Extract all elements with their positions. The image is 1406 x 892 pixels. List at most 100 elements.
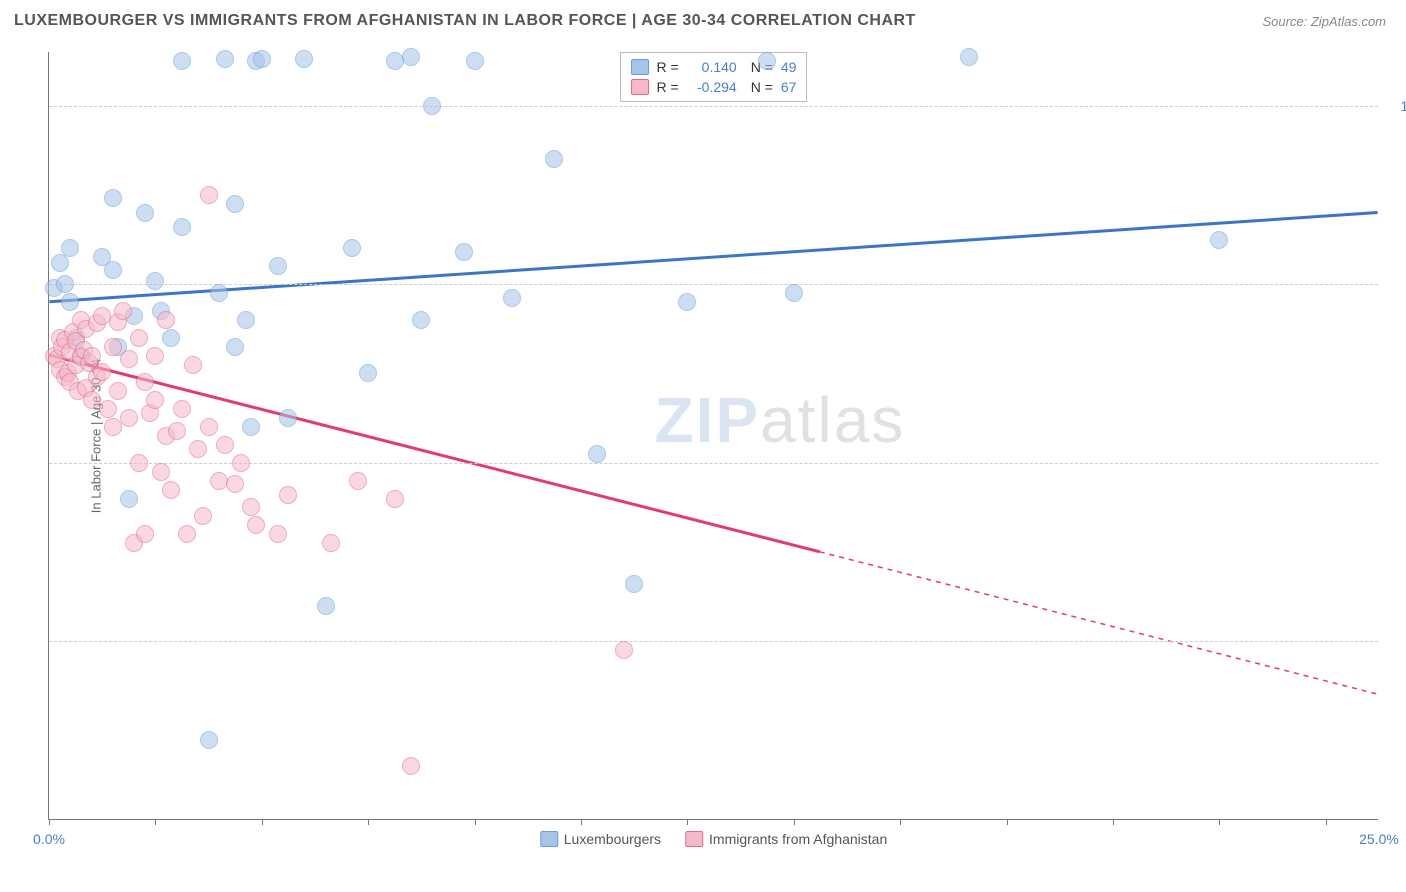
x-tick-mark <box>475 819 476 825</box>
data-point <box>136 525 154 543</box>
data-point <box>146 391 164 409</box>
data-point <box>173 400 191 418</box>
data-point <box>295 50 313 68</box>
data-point <box>237 311 255 329</box>
gridline <box>49 106 1378 107</box>
data-point <box>120 350 138 368</box>
data-point <box>758 52 776 70</box>
data-point <box>120 409 138 427</box>
x-tick-mark <box>1219 819 1220 825</box>
data-point <box>93 363 111 381</box>
gridline <box>49 641 1378 642</box>
data-point <box>615 641 633 659</box>
data-point <box>109 382 127 400</box>
data-point <box>162 481 180 499</box>
data-point <box>226 195 244 213</box>
data-point <box>247 516 265 534</box>
x-tick-label: 25.0% <box>1359 831 1399 847</box>
data-point <box>785 284 803 302</box>
data-point <box>242 498 260 516</box>
data-point <box>216 436 234 454</box>
chart-container: LUXEMBOURGER VS IMMIGRANTS FROM AFGHANIS… <box>0 0 1406 892</box>
gridline <box>49 284 1378 285</box>
data-point <box>152 463 170 481</box>
series-legend-item: Immigrants from Afghanistan <box>685 831 887 847</box>
x-tick-mark <box>49 819 50 825</box>
series-legend-label: Luxembourgers <box>564 831 661 847</box>
x-tick-mark <box>687 819 688 825</box>
y-tick-label: 100.0% <box>1401 98 1406 114</box>
data-point <box>466 52 484 70</box>
data-point <box>61 239 79 257</box>
legend-r-value: 0.140 <box>687 59 737 75</box>
x-tick-mark <box>1326 819 1327 825</box>
data-point <box>130 454 148 472</box>
data-point <box>184 356 202 374</box>
series-legend-label: Immigrants from Afghanistan <box>709 831 887 847</box>
data-point <box>136 204 154 222</box>
legend-r-value: -0.294 <box>687 79 737 95</box>
data-point <box>200 418 218 436</box>
data-point <box>173 218 191 236</box>
data-point <box>157 311 175 329</box>
data-point <box>678 293 696 311</box>
data-point <box>226 338 244 356</box>
legend-n-value: 67 <box>781 79 797 95</box>
data-point <box>146 347 164 365</box>
data-point <box>1210 231 1228 249</box>
series-legend-item: Luxembourgers <box>540 831 661 847</box>
data-point <box>545 150 563 168</box>
data-point <box>402 48 420 66</box>
data-point <box>178 525 196 543</box>
x-tick-label: 0.0% <box>33 831 65 847</box>
data-point <box>173 52 191 70</box>
data-point <box>120 490 138 508</box>
data-point <box>200 186 218 204</box>
legend-n-label: N = <box>751 79 773 95</box>
x-tick-mark <box>368 819 369 825</box>
x-tick-mark <box>794 819 795 825</box>
data-point <box>423 97 441 115</box>
data-point <box>189 440 207 458</box>
data-point <box>168 422 186 440</box>
data-point <box>136 373 154 391</box>
data-point <box>194 507 212 525</box>
data-point <box>104 338 122 356</box>
legend-swatch <box>631 59 649 75</box>
data-point <box>455 243 473 261</box>
data-point <box>503 289 521 307</box>
data-point <box>114 302 132 320</box>
legend-r-label: R = <box>657 79 679 95</box>
data-point <box>279 486 297 504</box>
data-point <box>960 48 978 66</box>
data-point <box>242 418 260 436</box>
data-point <box>216 50 234 68</box>
data-point <box>232 454 250 472</box>
data-point <box>104 418 122 436</box>
chart-title: LUXEMBOURGER VS IMMIGRANTS FROM AFGHANIS… <box>14 12 916 30</box>
data-point <box>104 261 122 279</box>
legend-n-value: 49 <box>781 59 797 75</box>
plot-area: In Labor Force | Age 30-34 ZIPatlas R = … <box>48 52 1378 820</box>
data-point <box>412 311 430 329</box>
data-point <box>210 472 228 490</box>
data-point <box>343 239 361 257</box>
x-tick-mark <box>900 819 901 825</box>
data-point <box>162 329 180 347</box>
data-point <box>386 490 404 508</box>
data-point <box>279 409 297 427</box>
data-point <box>56 275 74 293</box>
data-point <box>322 534 340 552</box>
x-tick-mark <box>262 819 263 825</box>
legend-r-label: R = <box>657 59 679 75</box>
data-point <box>130 329 148 347</box>
data-point <box>226 475 244 493</box>
x-tick-mark <box>581 819 582 825</box>
data-point <box>104 189 122 207</box>
data-point <box>269 525 287 543</box>
data-point <box>146 272 164 290</box>
x-tick-mark <box>1113 819 1114 825</box>
legend-swatch <box>540 831 558 847</box>
data-point <box>83 347 101 365</box>
source-label: Source: ZipAtlas.com <box>1262 14 1386 29</box>
